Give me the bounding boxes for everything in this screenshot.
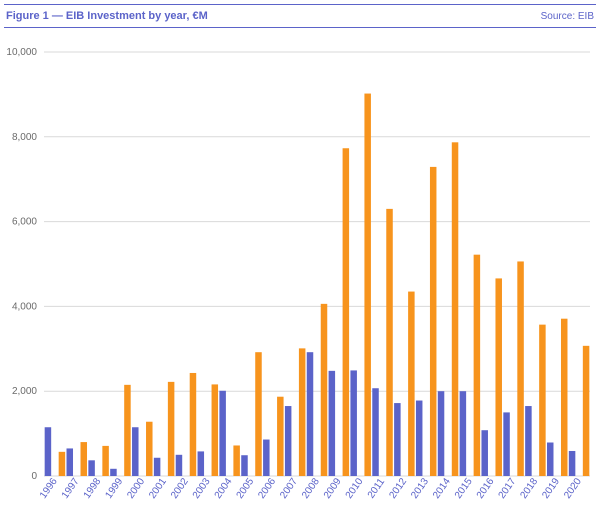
bar-series-b [124,384,131,476]
x-tick-label: 2008 [300,476,322,501]
x-tick-label: 2020 [562,476,584,501]
bar-series-a [241,455,248,476]
x-tick-label: 2005 [235,476,257,501]
bar-series-b [146,421,153,476]
x-tick-label: 2012 [387,476,409,501]
x-tick-label: 2013 [409,476,431,501]
bar-series-b [233,445,240,476]
x-tick-label: 2003 [191,476,213,501]
bar-series-a [350,370,357,476]
bar-series-a [284,406,292,476]
bar-series-a [197,451,205,476]
bar-series-a [525,406,532,476]
y-tick-label: 2,000 [12,386,37,397]
x-tick-label: 2007 [278,476,300,501]
bar-series-b [386,208,393,476]
bar-series-b [167,381,175,476]
bar-series-a [219,390,226,476]
bar-series-a [546,442,554,476]
bar-series-b [58,451,66,476]
x-tick-label: 2015 [453,476,475,501]
source-note: Source: EIB [540,10,594,22]
bar-series-a [437,391,445,476]
x-tick-label: 2019 [540,476,562,501]
bar-series-a [394,403,401,476]
bar-series-b [102,445,109,476]
bar-series-a [503,412,510,476]
x-tick-label: 2000 [125,476,147,501]
chart-header: Figure 1 — EIB Investment by year, €M So… [4,4,596,28]
x-tick-label: 1997 [60,476,82,501]
bar-series-b [255,352,262,476]
x-tick-label: 2014 [431,476,453,501]
x-tick-label: 2016 [475,476,497,501]
y-tick-label: 10,000 [6,47,37,58]
bar-series-b [342,148,350,477]
bar-series-b [429,166,437,477]
x-tick-label: 2011 [366,476,388,500]
bar-series-b [560,318,568,476]
bar-series-a [459,391,467,476]
bar-series-b [539,324,546,476]
bar-series-a [132,427,139,476]
x-tick-label: 2010 [344,476,366,501]
y-tick-label: 0 [31,471,37,482]
y-tick-label: 6,000 [12,217,37,228]
bar-series-b [211,384,219,476]
y-tick-label: 4,000 [12,301,37,312]
bar-series-a [328,370,336,476]
chart-title: Figure 1 — EIB Investment by year, €M [6,10,208,22]
x-tick-label: 2009 [322,476,344,501]
bar-series-a [481,430,488,476]
bar-series-b [80,442,88,476]
bar-series-a [415,400,423,476]
bar-series-b [298,348,306,476]
bar-series-b [408,291,415,476]
bar-series-b [451,142,459,476]
bar-series-a [153,457,161,476]
x-tick-label: 2002 [169,476,191,501]
bar-series-b [277,396,284,476]
y-tick-label: 8,000 [12,132,37,143]
x-tick-label: 2006 [256,476,278,501]
bar-series-a [44,427,52,476]
bar-series-b [495,278,502,476]
bar-series-a [263,439,270,476]
bar-series-a [88,460,95,476]
x-tick-label: 2004 [213,476,235,501]
x-tick-label: 1999 [104,476,126,501]
x-tick-label: 2018 [518,476,540,501]
bar-series-b [189,372,197,476]
bar-series-a [372,388,379,476]
bar-series-b [517,261,524,476]
x-tick-label: 2001 [147,476,169,501]
bar-series-a [66,448,74,476]
bar-series-a [568,450,576,476]
x-tick-label: 2017 [497,476,519,501]
bar-series-b [582,345,590,476]
bar-series-a [306,352,314,476]
bar-series-a [110,468,117,476]
bar-series-b [473,254,481,476]
bar-series-b [364,93,371,476]
x-tick-label: 1998 [82,476,104,501]
bar-series-b [320,303,328,476]
x-tick-label: 1996 [38,476,60,501]
bar-series-a [175,454,183,476]
